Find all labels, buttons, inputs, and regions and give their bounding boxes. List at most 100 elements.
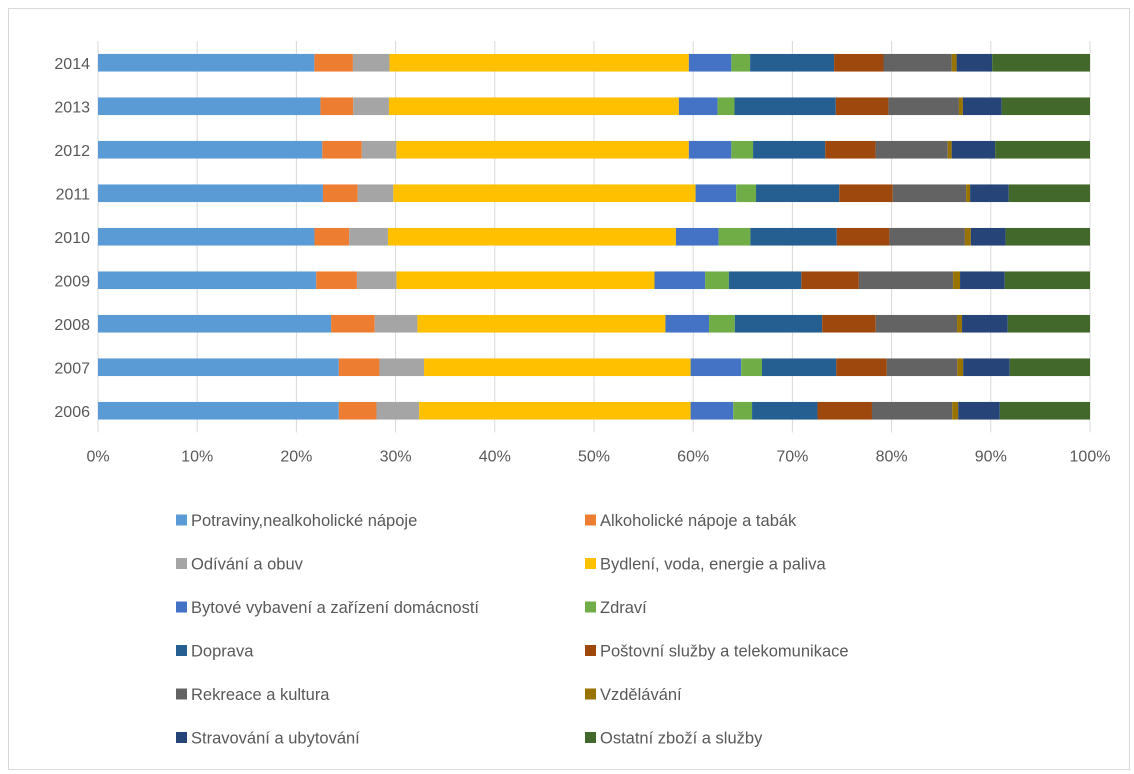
- bar-segment: [963, 358, 1010, 377]
- category-label: 2014: [54, 56, 90, 73]
- bar-segment: [966, 184, 971, 203]
- category-label: 2009: [54, 273, 90, 290]
- bar-segment: [688, 140, 732, 159]
- bar-segment: [352, 53, 390, 72]
- legend-swatch: [585, 732, 596, 743]
- bar-segment: [1009, 358, 1090, 377]
- category-label: 2008: [54, 317, 90, 334]
- legend-label: Vzdělávání: [600, 686, 682, 704]
- category-label: 2012: [54, 143, 90, 160]
- bar-segment: [736, 184, 757, 203]
- bar-segment: [419, 401, 691, 420]
- bar-segment: [962, 97, 1002, 116]
- bar-segment: [361, 140, 397, 159]
- x-tick-label: 70%: [776, 449, 808, 466]
- bar-segment: [957, 314, 963, 333]
- bar-segment: [98, 97, 321, 116]
- legend-swatch: [585, 514, 596, 526]
- legend: Potraviny,nealkoholické nápoje Alkoholick…: [176, 512, 849, 748]
- legend-swatch: [176, 645, 187, 656]
- bar-segment: [964, 227, 971, 246]
- bar-segment: [734, 314, 823, 333]
- bar-segment: [889, 227, 965, 246]
- stacked-bar-chart: 2014 2013 2012 2011 2010 2009 2008 2007 2006 0% 1…: [54, 41, 1110, 748]
- category-label: 2006: [54, 404, 90, 421]
- bar-segment: [957, 358, 964, 377]
- bar-segment: [338, 358, 380, 377]
- bar-segment: [374, 314, 418, 333]
- legend-label: Bydlení, voda, energie a paliva: [600, 556, 826, 574]
- bar-segment: [970, 227, 1006, 246]
- bar-segment: [892, 184, 967, 203]
- legend-label: Rekreace a kultura: [191, 686, 330, 704]
- legend-label: Odívání a obuv: [191, 556, 304, 574]
- legend-swatch: [176, 514, 187, 526]
- bar-segment: [753, 140, 826, 159]
- bar-segment: [417, 314, 666, 333]
- bar-segment: [675, 227, 719, 246]
- legend-label: Doprava: [191, 643, 254, 661]
- bar-segment: [888, 97, 959, 116]
- bar-segment: [709, 314, 735, 333]
- bar-segment: [750, 227, 837, 246]
- bar-segment: [379, 358, 425, 377]
- bar-segment: [424, 358, 691, 377]
- bar-segment: [734, 97, 836, 116]
- bar-segment: [956, 53, 993, 72]
- bar-segment: [875, 314, 958, 333]
- legend-label: Alkoholické nápoje a tabák: [600, 512, 797, 530]
- bar-segment: [376, 401, 420, 420]
- legend-swatch: [585, 645, 596, 656]
- bar-segment: [756, 184, 840, 203]
- bar-segment: [322, 184, 358, 203]
- bar-segment: [98, 271, 317, 290]
- bar-segment: [1004, 271, 1090, 290]
- bar-segment: [717, 97, 735, 116]
- bar-segment: [731, 53, 751, 72]
- bar-segment: [761, 358, 837, 377]
- legend-label: Poštovní služby a telekomunikace: [600, 643, 849, 661]
- bar-segment: [836, 227, 890, 246]
- bar-segment: [695, 184, 737, 203]
- bar-segment: [98, 184, 323, 203]
- bar-segment: [331, 314, 375, 333]
- x-tick-label: 60%: [677, 449, 709, 466]
- x-tick-label: 40%: [479, 449, 511, 466]
- category-label: 2013: [54, 99, 90, 116]
- bars: [98, 53, 1090, 420]
- legend-swatch: [176, 601, 187, 613]
- legend-label: Ostatní zboží a služby: [600, 730, 763, 748]
- bar-segment: [387, 227, 676, 246]
- legend-swatch: [585, 558, 596, 569]
- bar-segment: [357, 184, 394, 203]
- bar-segment: [741, 358, 762, 377]
- bar-segment: [665, 314, 710, 333]
- bar-segment: [817, 401, 872, 420]
- bar-segment: [958, 401, 1000, 420]
- bar-segment: [396, 271, 655, 290]
- bar-segment: [690, 358, 742, 377]
- bar-segment: [883, 53, 952, 72]
- bar-segment: [718, 227, 751, 246]
- x-tick-label: 30%: [380, 449, 412, 466]
- bar-segment: [1007, 314, 1090, 333]
- x-tick-label: 80%: [876, 449, 908, 466]
- bar-segment: [314, 53, 353, 72]
- bar-segment: [839, 184, 893, 203]
- bar-segment: [858, 271, 954, 290]
- bar-segment: [733, 401, 753, 420]
- category-label: 2010: [54, 230, 90, 247]
- bar-segment: [801, 271, 859, 290]
- x-tick-labels: 0% 10% 20% 30% 40% 50% 60% 70% 80% 90% 100%: [86, 449, 1110, 466]
- bar-segment: [690, 401, 734, 420]
- bar-segment: [834, 53, 884, 72]
- bar-segment: [1005, 227, 1090, 246]
- bar-segment: [886, 358, 958, 377]
- bar-segment: [953, 271, 961, 290]
- bar-segment: [970, 184, 1009, 203]
- legend-swatch: [176, 558, 187, 569]
- bar-segment: [871, 401, 953, 420]
- bar-segment: [654, 271, 706, 290]
- bar-segment: [678, 97, 718, 116]
- bar-segment: [98, 53, 315, 72]
